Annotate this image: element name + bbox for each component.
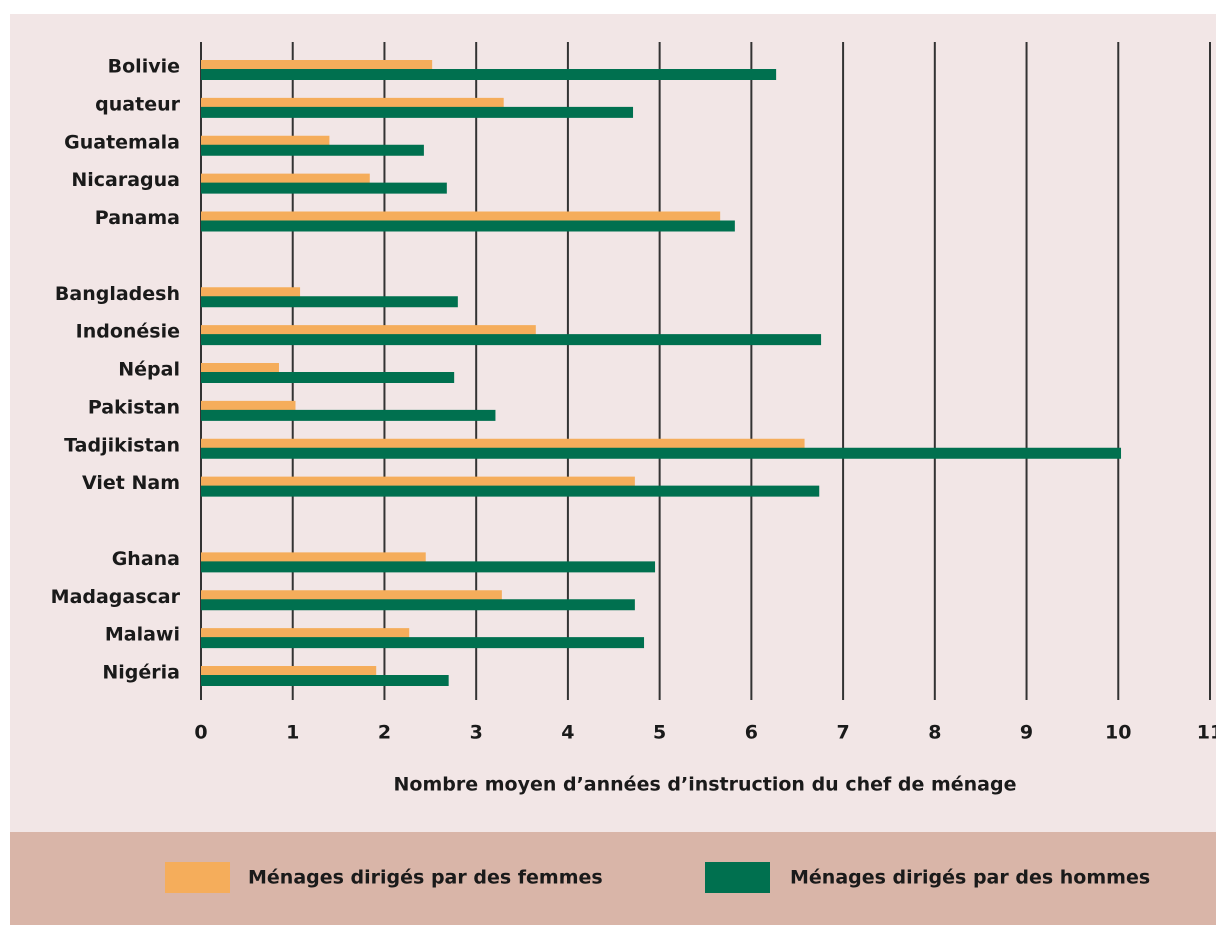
x-axis-title: Nombre moyen d’années d’instruction du c… bbox=[394, 774, 1017, 796]
x-tick-label: 8 bbox=[928, 722, 941, 744]
x-tick-label: 6 bbox=[745, 722, 758, 744]
y-tick-label: Guatemala bbox=[64, 131, 180, 153]
bar bbox=[201, 438, 805, 450]
x-tick-label: 2 bbox=[378, 722, 391, 744]
bar bbox=[201, 220, 735, 232]
legend-label: Ménages dirigés par des femmes bbox=[248, 867, 603, 889]
bar bbox=[201, 296, 458, 308]
bar bbox=[201, 637, 645, 649]
bar bbox=[201, 372, 455, 383]
bar bbox=[201, 211, 721, 223]
bar bbox=[201, 628, 410, 640]
y-tick-label: Malawi bbox=[105, 624, 180, 646]
bar bbox=[201, 363, 279, 374]
bar bbox=[201, 675, 449, 686]
y-tick-label: Madagascar bbox=[51, 586, 181, 608]
y-tick-label: Nigéria bbox=[102, 662, 180, 684]
bar bbox=[201, 666, 377, 677]
bar bbox=[201, 69, 777, 80]
plot-background bbox=[10, 14, 1216, 832]
x-tick-label: 7 bbox=[836, 722, 849, 744]
y-tick-label: Nicaragua bbox=[71, 169, 180, 191]
bar bbox=[201, 485, 820, 497]
bar bbox=[201, 182, 447, 194]
bar bbox=[201, 334, 822, 346]
y-tick-label: Bolivie bbox=[108, 56, 180, 78]
bar bbox=[201, 400, 296, 412]
bar bbox=[201, 287, 301, 299]
bar bbox=[201, 476, 635, 488]
x-tick-label: 4 bbox=[561, 722, 574, 744]
y-tick-label: Bangladesh bbox=[55, 283, 180, 305]
y-tick-label: Viet Nam bbox=[82, 472, 180, 494]
y-tick-label: Panama bbox=[95, 207, 180, 229]
x-tick-label: 1 bbox=[286, 722, 299, 744]
bar bbox=[201, 447, 1122, 459]
bar bbox=[201, 106, 634, 118]
bar bbox=[201, 325, 536, 337]
bar bbox=[201, 135, 330, 147]
y-tick-label: Indonésie bbox=[76, 321, 180, 343]
bar bbox=[201, 590, 502, 602]
x-tick-label: 3 bbox=[470, 722, 483, 744]
x-tick-label: 9 bbox=[1020, 722, 1033, 744]
y-tick-label: Népal bbox=[118, 359, 180, 381]
bar bbox=[201, 173, 370, 185]
bar bbox=[201, 144, 424, 156]
bar bbox=[201, 599, 635, 611]
legend-label: Ménages dirigés par des hommes bbox=[790, 867, 1150, 889]
y-tick-label: Ghana bbox=[112, 548, 180, 570]
y-tick-label: Pakistan bbox=[88, 396, 180, 418]
x-tick-label: 5 bbox=[653, 722, 666, 744]
bar bbox=[201, 561, 656, 573]
bar bbox=[201, 409, 496, 421]
bar bbox=[201, 60, 433, 71]
bar bbox=[201, 552, 426, 564]
x-tick-label: 10 bbox=[1105, 722, 1131, 744]
legend-swatch bbox=[165, 862, 230, 893]
x-tick-label: 11 bbox=[1197, 722, 1216, 744]
y-tick-label: Tadjikistan bbox=[64, 434, 180, 456]
legend-swatch bbox=[705, 862, 770, 893]
bar bbox=[201, 97, 504, 109]
x-tick-label: 0 bbox=[194, 722, 207, 744]
y-tick-label: quateur bbox=[95, 93, 180, 115]
